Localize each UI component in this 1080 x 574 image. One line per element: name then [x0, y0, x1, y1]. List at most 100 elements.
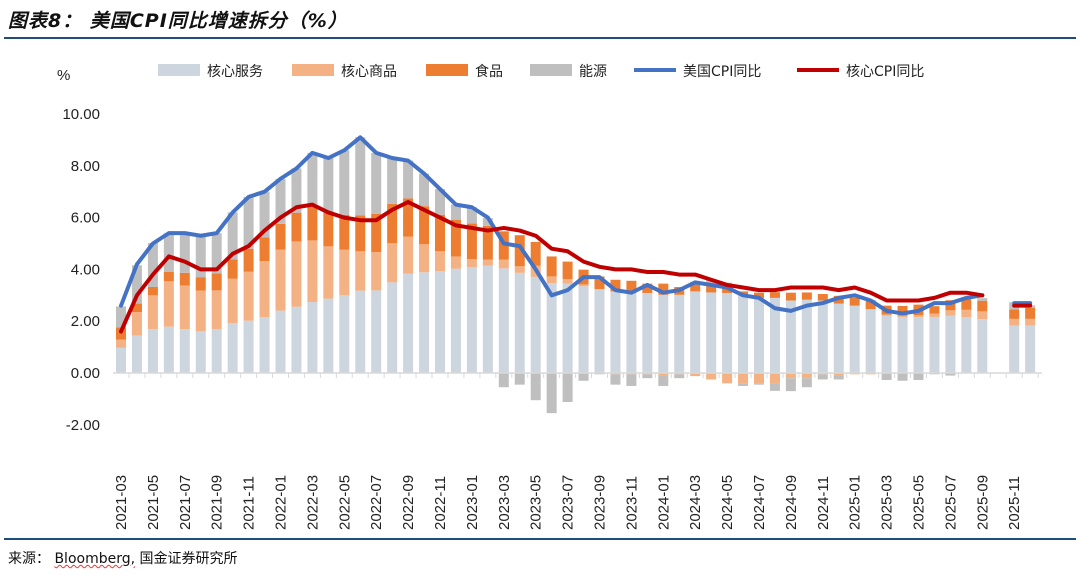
bar-segment-3	[610, 374, 621, 385]
bar-segment-2	[323, 212, 334, 247]
bar-segment-3	[243, 196, 254, 249]
y-tick-label: 10.00	[62, 106, 100, 123]
x-tick-label: 2022-05	[336, 475, 353, 530]
bar-segment-0	[658, 294, 669, 373]
bar-segment-3	[307, 152, 318, 207]
y-tick-label: 0.00	[71, 365, 100, 382]
bar-segment-1	[562, 278, 573, 284]
bar-segment-1	[738, 373, 749, 384]
legend-label: 核心商品	[341, 64, 397, 80]
bar-segment-3	[562, 373, 573, 403]
x-tick-label: 2023-05	[528, 475, 545, 530]
bar-segment-2	[610, 279, 621, 292]
bar-segment-1	[116, 339, 126, 348]
bar-segment-3	[163, 233, 174, 272]
bar-segment-3	[498, 373, 509, 388]
bar-segment-0	[945, 315, 956, 373]
legend-label: 核心CPI同比	[846, 64, 924, 80]
title-divider	[4, 37, 1076, 39]
bar-segment-3	[897, 373, 908, 381]
bar-segment-3	[642, 374, 653, 379]
bar-segment-2	[227, 259, 238, 279]
line-series-1	[119, 200, 985, 334]
bar-segment-2	[259, 237, 270, 262]
bar-segment-0	[355, 290, 366, 373]
bar-segment-3	[977, 298, 988, 301]
source-prefix: 来源：	[8, 551, 50, 567]
bar-segment-0	[514, 272, 525, 373]
bar-segment-0	[865, 309, 876, 373]
bar-segment-0	[450, 268, 461, 373]
x-tick-label: 2023-11	[623, 476, 640, 530]
bar-segment-3	[913, 373, 924, 380]
bar-segment-1	[722, 373, 733, 384]
bar-segment-2	[355, 215, 366, 252]
x-tick-label: 2024-09	[783, 475, 800, 530]
bar-segment-0	[307, 302, 318, 373]
bar-segment-3	[482, 218, 493, 226]
bar-segment-3	[435, 189, 445, 215]
bar-segment-3	[738, 383, 749, 386]
bar-segment-0	[275, 310, 286, 373]
bar-segment-0	[339, 295, 350, 373]
bar-segment-1	[1009, 318, 1020, 326]
bar-segment-2	[961, 299, 972, 310]
bar-segment-3	[769, 383, 780, 391]
bar-segment-2	[754, 292, 764, 298]
x-tick-label: 2023-07	[560, 475, 577, 530]
bar-segment-3	[323, 158, 334, 213]
bar-segment-2	[195, 277, 206, 291]
bar-segment-1	[785, 373, 796, 379]
bar-segment-0	[403, 273, 414, 373]
bar-segment-3	[291, 168, 302, 213]
bar-segment-0	[610, 291, 621, 373]
bar-segment-1	[977, 311, 988, 320]
bar-segment-3	[945, 373, 956, 376]
bar-segment-1	[323, 246, 334, 299]
bar-segment-1	[339, 249, 350, 296]
legend-label: 食品	[475, 63, 503, 80]
bar-segment-2	[514, 235, 525, 267]
bar-segment-1	[275, 249, 286, 311]
bar-segment-0	[897, 317, 908, 373]
bar-segment-0	[419, 272, 430, 373]
bar-segment-3	[785, 378, 796, 392]
bar-segment-2	[626, 280, 637, 293]
bar-segment-2	[419, 206, 430, 245]
bar-segment-0	[323, 298, 334, 373]
bar-segment-2	[482, 225, 493, 260]
bar-segment-2	[706, 285, 717, 293]
bar-segment-1	[482, 259, 493, 266]
bar-segment-1	[147, 295, 158, 329]
bar-segment-2	[929, 306, 940, 314]
bar-segment-2	[450, 219, 461, 257]
bar-segment-3	[658, 375, 669, 386]
bar-segment-0	[881, 315, 892, 373]
bar-segment-1	[658, 373, 669, 376]
bar-segment-2	[291, 212, 302, 242]
x-tick-label: 2023-01	[464, 475, 481, 530]
legend-swatch-0	[158, 64, 200, 76]
legend-swatch-1	[292, 64, 334, 76]
bar-segment-0	[785, 300, 796, 373]
bar-segment-3	[514, 373, 525, 385]
bar-segment-2	[1009, 309, 1020, 319]
bar-segment-3	[195, 235, 206, 278]
x-tick-label: 2021-11	[241, 476, 258, 530]
bar-segment-1	[929, 313, 940, 318]
bar-segment-1	[211, 290, 222, 329]
legend-swatch-3	[530, 64, 572, 76]
bar-segment-0	[833, 303, 844, 373]
x-tick-label: 2025-01	[847, 475, 864, 530]
x-tick-label: 2021-05	[145, 475, 162, 530]
bar-segment-0	[961, 317, 972, 373]
bar-segment-0	[1025, 325, 1036, 373]
bar-segment-3	[833, 375, 844, 380]
bar-segment-1	[546, 276, 557, 284]
bar-segment-1	[131, 312, 142, 336]
bar-segment-2	[594, 276, 605, 290]
bar-segment-2	[307, 206, 318, 241]
bar-segment-0	[769, 297, 780, 373]
bar-segment-0	[738, 294, 749, 373]
bar-segment-0	[929, 317, 940, 373]
